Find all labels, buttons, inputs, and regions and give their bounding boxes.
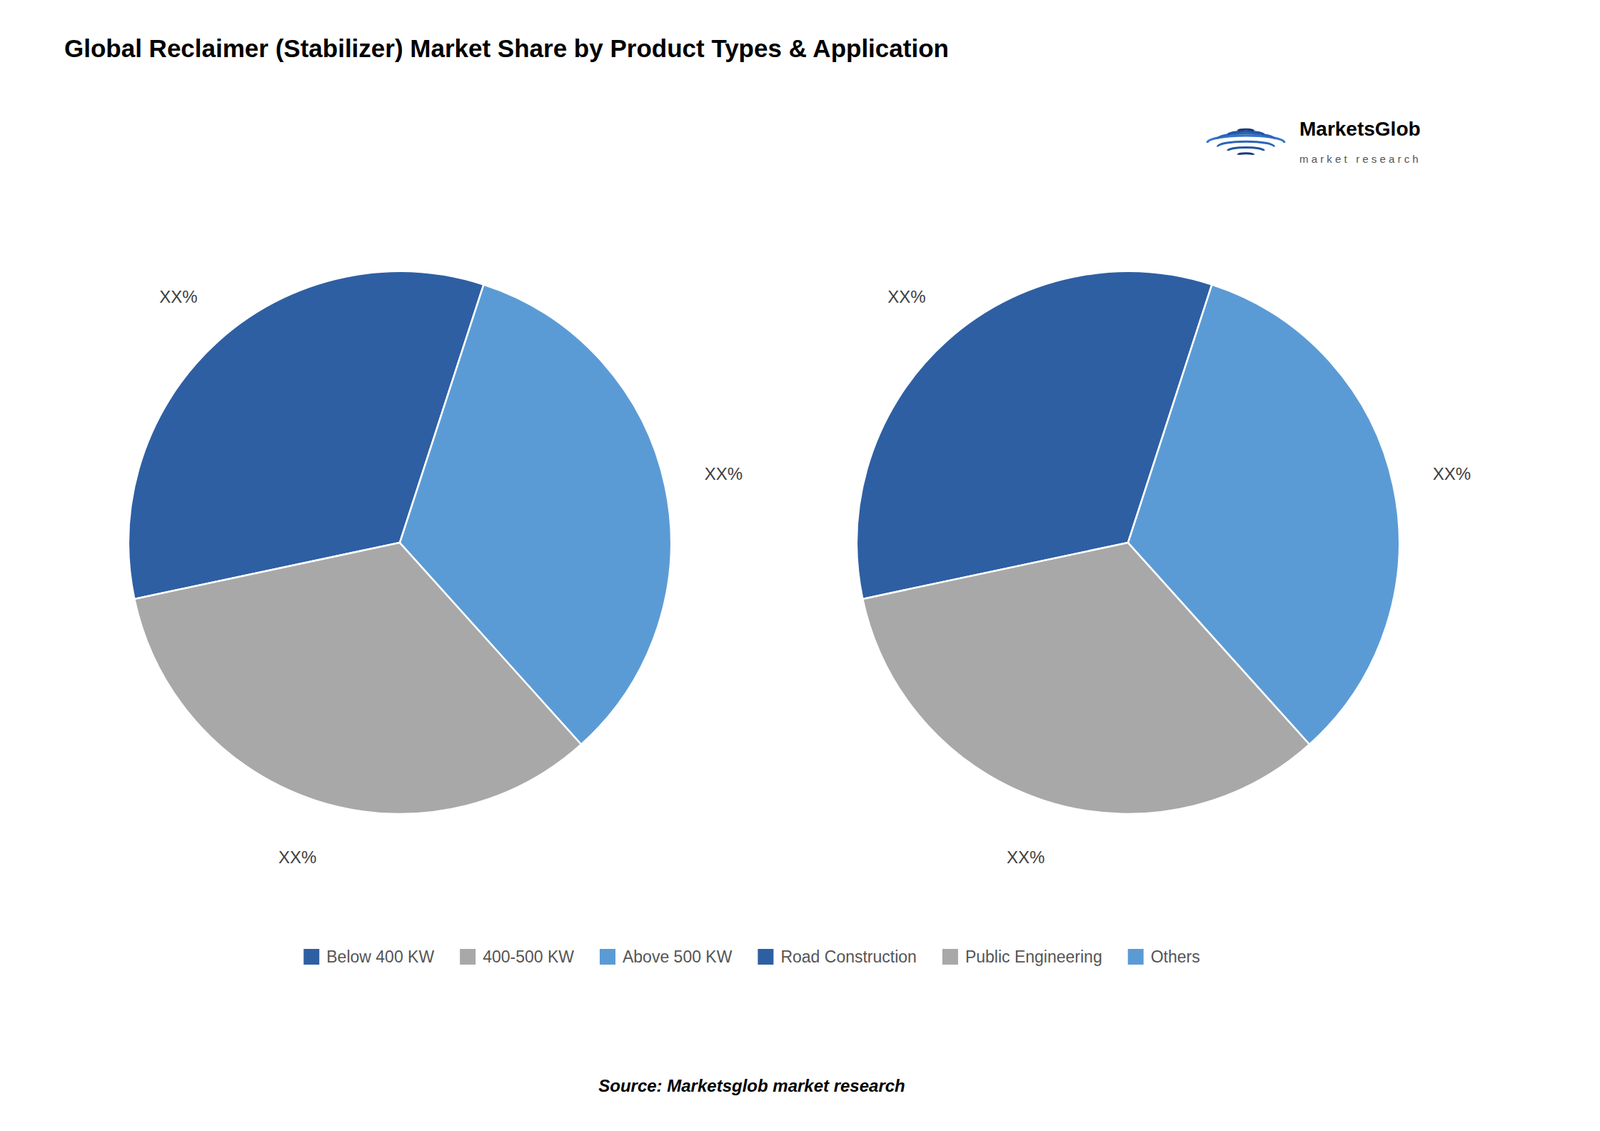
logo-arc [1217, 141, 1274, 147]
legend: Below 400 KW 400-500 KW Above 500 KW Road C… [303, 947, 1200, 966]
logo-arc [1228, 147, 1264, 151]
legend-label: Below 400 KW [326, 947, 435, 966]
logo-name: MarketsGlob [1299, 117, 1421, 140]
legend-swatch [599, 948, 616, 965]
logo-arc [1238, 129, 1254, 131]
data-label: XX% [1006, 847, 1045, 867]
legend-swatch [303, 948, 320, 965]
legend-item: Others [1128, 947, 1201, 966]
background [0, 0, 1600, 1131]
legend-item: Below 400 KW [303, 947, 435, 966]
legend-swatch [757, 948, 774, 965]
logo-arc [1228, 131, 1264, 135]
pie-1 [856, 271, 1400, 814]
legend-swatch [1128, 948, 1144, 965]
legend-item: Road Construction [757, 947, 917, 966]
logo-arc [1238, 153, 1254, 155]
logo-tagline: m a r k e t r e s e a r c h [1299, 152, 1419, 165]
data-label: XX% [704, 464, 743, 484]
legend-item: Public Engineering [942, 947, 1103, 966]
data-label: XX% [159, 287, 198, 307]
legend-label: Above 500 KW [622, 947, 733, 966]
chart-root: Global Reclaimer (Stabilizer) Market Sha… [0, 0, 1600, 1131]
legend-swatch [459, 948, 476, 965]
legend-item: 400-500 KW [459, 947, 575, 966]
data-label: XX% [1432, 464, 1471, 484]
pie-0 [128, 271, 672, 814]
title: Global Reclaimer (Stabilizer) Market Sha… [64, 34, 949, 63]
legend-swatch [942, 948, 959, 965]
pie-slice [399, 284, 672, 745]
data-label: XX% [278, 847, 317, 867]
legend-label: 400-500 KW [482, 947, 575, 966]
legend-item: Above 500 KW [599, 947, 733, 966]
legend-label: Road Construction [780, 947, 917, 966]
legend-label: Public Engineering [965, 947, 1103, 966]
pie-slice [1128, 284, 1400, 745]
data-label: XX% [887, 287, 926, 307]
logo: MarketsGlob m a r k e t r e s e a r c h [1207, 117, 1421, 165]
source-note: Source: Marketsglob market research [598, 1075, 906, 1096]
logo-arc [1217, 133, 1274, 139]
legend-label: Others [1150, 947, 1201, 966]
